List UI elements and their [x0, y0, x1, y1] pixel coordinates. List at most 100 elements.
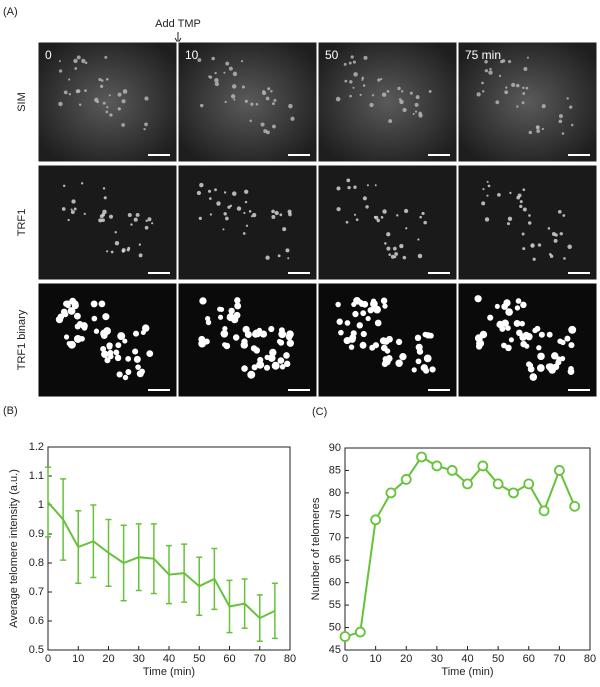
- telomere-spot: [353, 72, 358, 77]
- telomere-spot: [522, 86, 525, 90]
- error-bar: [90, 504, 97, 579]
- telomere-spot: [380, 297, 388, 305]
- telomere-spot: [386, 232, 391, 237]
- telomere-spot: [106, 343, 113, 350]
- y-axis-label: Number of telomeres: [310, 497, 322, 600]
- telomere-spot: [568, 366, 574, 372]
- telomere-spot: [394, 252, 399, 256]
- panel-label: (A): [3, 6, 18, 18]
- telomere-spot: [117, 92, 122, 97]
- telomere-spot: [532, 257, 536, 261]
- micrograph: [457, 41, 598, 163]
- telomere-spot: [521, 232, 525, 236]
- telomere-spot: [566, 97, 569, 100]
- marker: [446, 465, 458, 476]
- telomere-spot: [240, 341, 248, 349]
- telomere-spot: [489, 67, 492, 71]
- telomere-spot: [93, 328, 100, 334]
- telomere-spot: [234, 297, 241, 304]
- telomere-spot: [484, 59, 488, 64]
- telomere-spot: [262, 90, 265, 93]
- telomere-spot: [501, 59, 506, 63]
- telomere-spot: [360, 310, 367, 317]
- telomere-spot: [223, 191, 227, 194]
- telomere-spot: [484, 69, 489, 73]
- telomere-spot: [62, 311, 69, 318]
- telomere-spot: [231, 191, 237, 196]
- telomere-spot: [223, 71, 226, 74]
- annotation: Add TMP: [155, 18, 201, 30]
- telomere-spot: [511, 82, 516, 88]
- telomere-spot: [205, 316, 211, 322]
- telomere-spot: [68, 92, 72, 96]
- telomere-spot: [243, 211, 246, 215]
- x-tick-label: 20: [102, 653, 114, 665]
- telomere-spot: [62, 184, 66, 188]
- micrograph: [457, 164, 598, 281]
- telomere-spot: [151, 222, 154, 225]
- telomere-spot: [420, 364, 428, 372]
- telomere-spot: [486, 194, 489, 197]
- marker: [477, 460, 489, 472]
- telomere-spot: [73, 312, 81, 320]
- telomere-spot: [90, 300, 98, 308]
- telomere-spot: [101, 350, 109, 359]
- telomere-spot: [380, 215, 384, 219]
- telomere-spot: [386, 90, 390, 93]
- telomere-spot: [353, 213, 357, 216]
- error-bar: [135, 523, 142, 592]
- telomere-spot: [222, 326, 228, 332]
- telomere-spot: [105, 110, 109, 114]
- marker: [339, 631, 351, 642]
- telomere-spot: [108, 214, 114, 219]
- y-tick-label: 1.1: [29, 470, 44, 482]
- telomere-spot: [196, 190, 202, 196]
- telomere-spot: [216, 201, 221, 206]
- telomere-spot: [559, 232, 563, 236]
- telomere-spot: [549, 254, 554, 258]
- telomere-spot: [80, 182, 84, 185]
- y-tick-label: 85: [329, 464, 341, 476]
- telomere-spot: [352, 310, 359, 318]
- telomere-spot: [117, 332, 126, 341]
- y-tick-label: 0.5: [29, 644, 44, 656]
- telomere-spot: [234, 302, 242, 310]
- telomere-spot: [338, 329, 344, 336]
- telomere-spot: [288, 103, 293, 109]
- telomere-spot: [415, 95, 420, 100]
- telomere-spot: [273, 98, 277, 102]
- x-tick-label: 60: [223, 653, 235, 665]
- telomere-spot: [270, 90, 273, 93]
- telomere-spot: [102, 313, 110, 321]
- telomere-spot: [392, 246, 397, 251]
- telomere-spot: [267, 87, 271, 91]
- telomere-spot: [265, 255, 270, 260]
- micrograph: [37, 41, 178, 163]
- telomere-spot: [369, 102, 374, 108]
- telomere-spot: [101, 218, 105, 222]
- telomere-spot: [127, 212, 132, 217]
- telomere-spot: [538, 331, 545, 338]
- telomere-spot: [530, 244, 533, 247]
- telomere-spot: [242, 232, 246, 235]
- telomere-spot: [199, 182, 204, 188]
- telomere-spot: [348, 61, 352, 65]
- telomere-spot: [474, 295, 482, 303]
- telomere-spot: [336, 186, 341, 191]
- telomere-spot: [386, 335, 393, 343]
- error-bar: [226, 579, 233, 634]
- y-tick-label: 0.6: [29, 615, 44, 627]
- telomere-spot: [388, 253, 391, 256]
- error-bar: [166, 544, 172, 605]
- telomere-spot: [122, 374, 129, 381]
- telomere-spot: [98, 218, 103, 223]
- telomere-spot: [359, 341, 367, 349]
- telomere-spot: [535, 125, 540, 130]
- telomere-spot: [58, 60, 61, 63]
- telomere-spot: [423, 354, 432, 363]
- telomere-spot: [251, 364, 258, 371]
- y-tick-label: 0.8: [29, 557, 44, 569]
- telomere-spot: [272, 124, 276, 129]
- telomere-spot: [114, 241, 120, 246]
- telomere-spot: [224, 100, 227, 104]
